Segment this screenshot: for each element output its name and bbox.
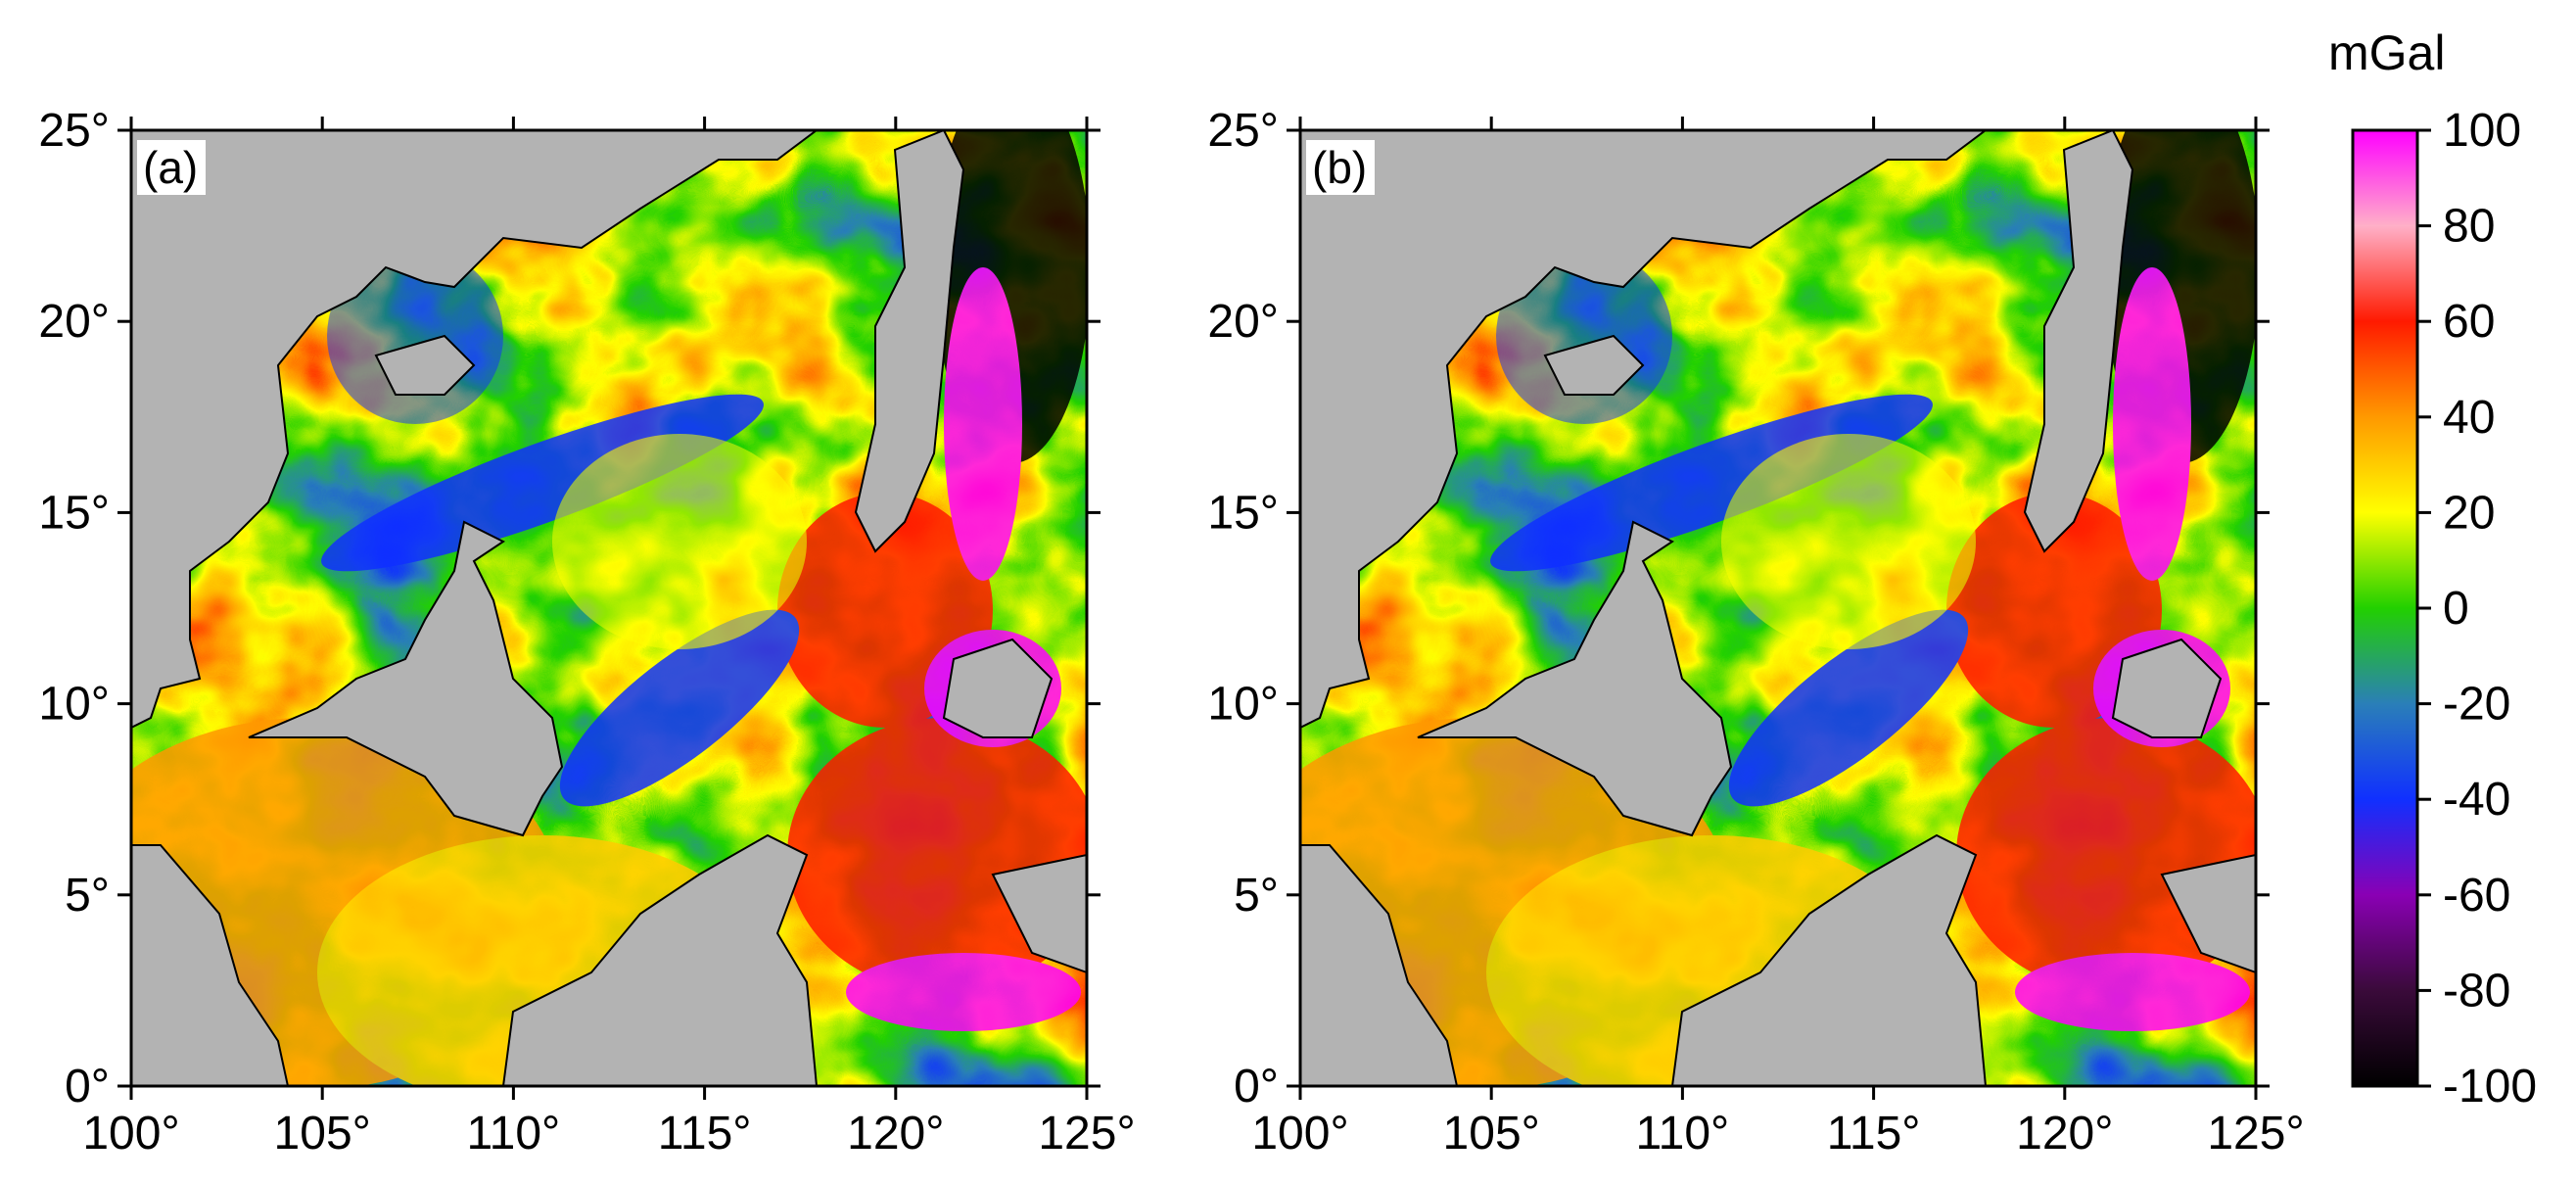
land-borneo: [501, 833, 819, 1086]
lat-tick-label: 0°: [65, 1061, 110, 1113]
colorbar-tick-label: -20: [2443, 679, 2510, 731]
lon-tick-label: 115°: [658, 1108, 752, 1160]
lat-tick-label: 10°: [1207, 679, 1279, 731]
colorbar-tick-label: -100: [2443, 1061, 2537, 1113]
panel-tag: (b): [1312, 142, 1367, 193]
lon-tick-label: 100°: [82, 1108, 179, 1160]
lon-tick-label: 125°: [2207, 1108, 2304, 1160]
land-philippines-south: [942, 638, 1054, 738]
lon-tick-label: 110°: [467, 1108, 561, 1160]
lon-tick-label: 105°: [1443, 1108, 1540, 1160]
lat-tick-label: 20°: [1207, 296, 1279, 348]
lat-tick-label: 15°: [1207, 487, 1279, 539]
lon-tick-label: 120°: [847, 1108, 944, 1160]
lat-tick-label: 25°: [38, 105, 110, 157]
map-field: [131, 130, 1087, 1086]
land-hainan: [374, 334, 476, 396]
land-hainan: [1543, 334, 1645, 396]
panel-tag: (a): [143, 142, 198, 193]
land-luzon: [854, 130, 965, 553]
panel-tag-bg: [137, 140, 206, 195]
land-indochina: [248, 520, 564, 837]
panel-tag-bg: [1306, 140, 1375, 195]
anomaly-zones: [131, 130, 1087, 1086]
lat-tick-label: 10°: [38, 679, 110, 731]
land-borneo: [1670, 833, 1988, 1086]
land-luzon: [2023, 130, 2134, 553]
lat-tick-label: 5°: [65, 870, 110, 922]
land-peninsula: [131, 844, 290, 1086]
lat-tick-label: 25°: [1207, 105, 1279, 157]
lat-tick-label: 0°: [1234, 1061, 1279, 1113]
lon-tick-label: 110°: [1636, 1108, 1730, 1160]
lat-tick-label: 15°: [38, 487, 110, 539]
lon-tick-label: 105°: [274, 1108, 371, 1160]
axis-ticks: 100° 105° 110° 115° 120° 125° 0° 5° 10° 15° 20° 25°: [38, 105, 1135, 1160]
colorbar-tick-label: 40: [2443, 392, 2495, 444]
colorbar-tick-label: 100: [2443, 105, 2521, 157]
colorbar-tick-label: 80: [2443, 201, 2495, 253]
lon-tick-label: 115°: [1827, 1108, 1921, 1160]
lon-tick-label: 125°: [1038, 1108, 1135, 1160]
axis-ticks: 100° 105° 110° 115° 120° 125° 0° 5° 10° 15° 20° 25°: [1207, 105, 2304, 1160]
anomaly-zones: [1300, 130, 2256, 1086]
map-frame: [129, 128, 1089, 1088]
colorbar-tick-label: -40: [2443, 774, 2510, 826]
land-philippines-south: [2111, 638, 2223, 738]
lat-tick-label: 20°: [38, 296, 110, 348]
colorbar-tick-label: -80: [2443, 965, 2510, 1017]
colorbar: mGal 100 80 60 40 20 0 -20 -40 -60 -80 -100: [2328, 25, 2537, 1113]
land: [131, 130, 1087, 1086]
colorbar-tick-label: -60: [2443, 870, 2510, 922]
lat-tick-label: 5°: [1234, 870, 1279, 922]
land: [1300, 130, 2256, 1086]
map-frame: [1298, 128, 2258, 1088]
land-mainland: [1300, 130, 1988, 730]
land-indochina: [1417, 520, 1733, 837]
map-field: [1300, 130, 2256, 1086]
colorbar-unit-label: mGal: [2328, 25, 2445, 80]
colorbar-tick-label: 60: [2443, 296, 2495, 348]
colorbar-tick-label: 0: [2443, 583, 2469, 635]
land-mainland: [131, 130, 819, 730]
map-panel-b: 100° 105° 110° 115° 120° 125° 0° 5° 10° 15° 20° 25°…: [1207, 105, 2304, 1160]
map-panel-a: 100° 105° 110° 115° 120° 125° 0° 5° 10° 15° 20° 25°…: [38, 105, 1135, 1160]
land-peninsula: [1300, 844, 1459, 1086]
land-sulawesi: [991, 853, 1087, 974]
lon-tick-label: 100°: [1251, 1108, 1348, 1160]
land-sulawesi: [2160, 853, 2256, 974]
lon-tick-label: 120°: [2016, 1108, 2113, 1160]
colorbar-tick-label: 20: [2443, 487, 2495, 539]
colorbar-gradient: [2353, 130, 2417, 1086]
colorbar-ticks: 100 80 60 40 20 0 -20 -40 -60 -80 -100: [2417, 105, 2537, 1113]
